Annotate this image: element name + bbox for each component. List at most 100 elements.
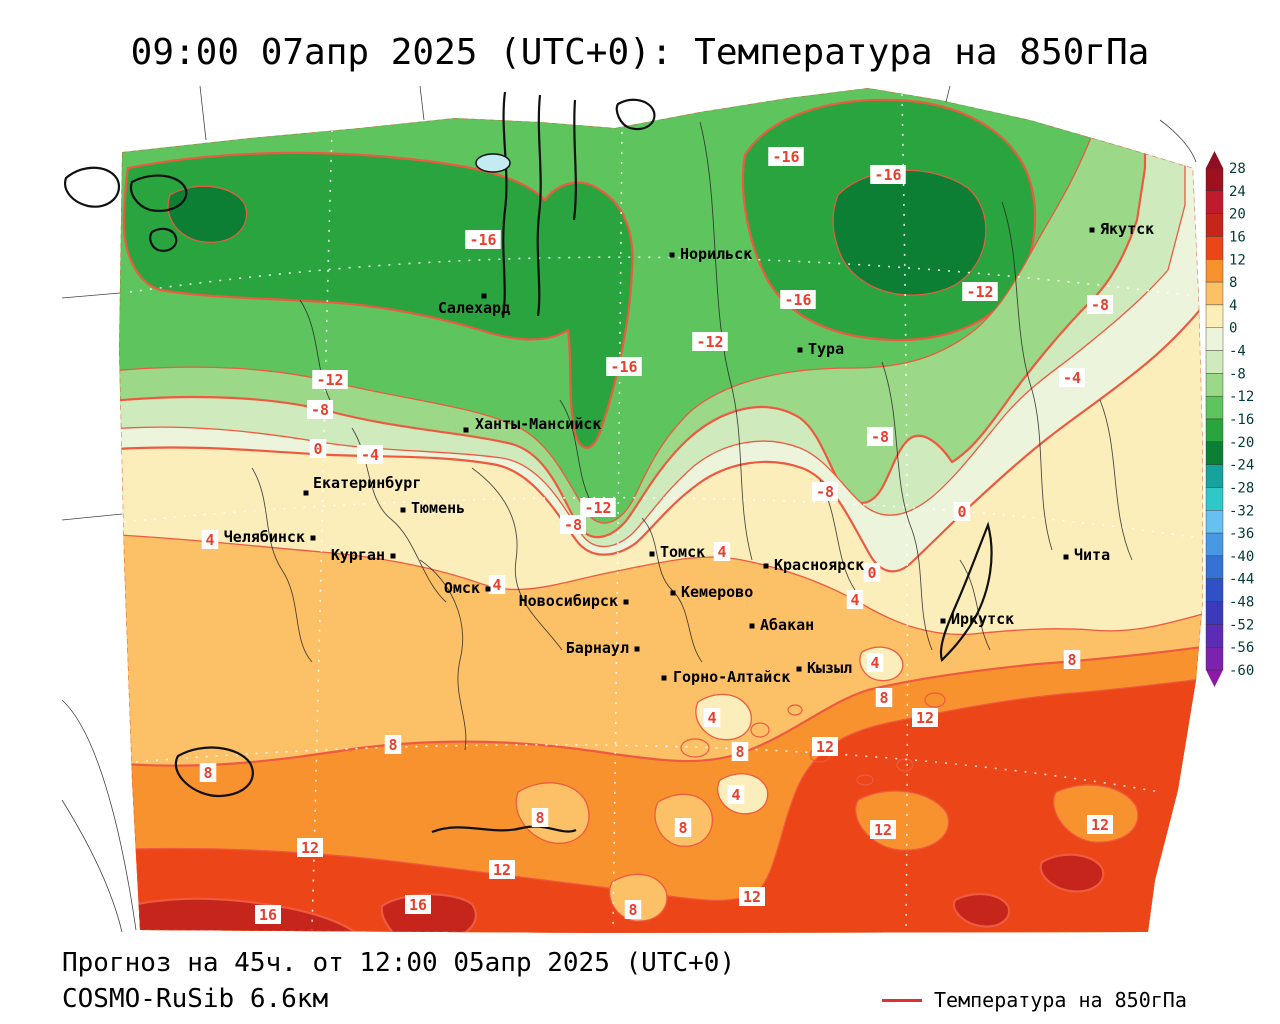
city-marker — [310, 535, 316, 541]
city-label: Чита — [1074, 546, 1110, 564]
contour-value-label: 8 — [678, 819, 687, 837]
contour-value-label: 4 — [707, 709, 716, 727]
city-label: Абакан — [760, 616, 814, 634]
scale-band — [1205, 441, 1224, 465]
scale-tick-label: -24 — [1229, 458, 1254, 474]
city-marker — [661, 675, 667, 681]
contour-value-label: -12 — [696, 333, 723, 351]
scale-tick-label: -44 — [1229, 572, 1254, 588]
legend-label: Температура на 850гПа — [934, 988, 1187, 1012]
scale-arrow-down — [1206, 670, 1223, 687]
contour-value-label: -16 — [784, 291, 811, 309]
color-scale: 28 24 20 16 12 8 4 0 -4 -8 -12 -16 -20 -24 -28 -32 -36 -4… — [1205, 151, 1254, 687]
scale-band — [1205, 373, 1224, 397]
contour-value-label: 12 — [916, 709, 934, 727]
contour-value-label: 8 — [535, 809, 544, 827]
city-marker — [1063, 554, 1069, 560]
city-marker — [400, 507, 406, 513]
scale-band — [1205, 646, 1224, 671]
contour-value-label: 12 — [493, 861, 511, 879]
contour-value-label: 4 — [205, 531, 214, 549]
city-label: Красноярск — [774, 556, 864, 574]
city-label: Тюмень — [411, 499, 465, 517]
city-label: Новосибирск — [519, 592, 618, 610]
contour-label-bg — [780, 290, 816, 309]
city-label: Кемерово — [681, 583, 753, 601]
city-marker — [634, 646, 640, 652]
city-marker — [390, 553, 396, 559]
contour-value-label: 4 — [850, 591, 859, 609]
scale-tick-label: 28 — [1229, 161, 1246, 177]
contour-label-bg — [489, 860, 515, 879]
city-marker — [797, 347, 803, 353]
scale-band — [1205, 487, 1224, 511]
scale-band — [1205, 213, 1224, 237]
scale-tick-label: -20 — [1229, 435, 1254, 451]
graticule-dotted — [123, 93, 1201, 931]
city-marker — [763, 563, 769, 569]
contour-label-bg — [606, 357, 642, 376]
scale-tick-label: 4 — [1229, 298, 1237, 314]
city-label: Норильск — [680, 245, 752, 263]
scale-tick-label: -8 — [1229, 366, 1246, 382]
city-label: Томск — [660, 543, 705, 561]
city-label: Горно-Алтайск — [673, 668, 790, 686]
scale-band — [1205, 418, 1224, 443]
city-label: Кызыл — [807, 659, 852, 677]
contour-value-label: -12 — [316, 371, 343, 389]
contour-label-bg — [1087, 295, 1113, 314]
contour-label-bg — [1063, 650, 1081, 669]
contour-value-label: 8 — [879, 689, 888, 707]
city-marker — [485, 586, 491, 592]
contour-label-bg — [867, 427, 893, 446]
contour-value-label: -8 — [564, 516, 582, 534]
scale-band — [1205, 190, 1224, 214]
contour-label-bg — [309, 439, 327, 458]
city-marker — [1089, 227, 1095, 233]
scale-band — [1205, 167, 1224, 192]
contour-value-label: 8 — [388, 736, 397, 754]
city-marker — [463, 427, 469, 433]
contour-label-bg — [199, 763, 217, 782]
contour-value-label: 0 — [867, 564, 876, 582]
contour-label-bg — [866, 653, 884, 672]
scale-arrow-up — [1206, 151, 1223, 168]
contour-value-label: -8 — [311, 401, 329, 419]
scale-tick-label: -40 — [1229, 549, 1254, 565]
city-marker — [670, 590, 676, 596]
city-label: Тура — [808, 340, 844, 358]
scale-tick-label: 20 — [1229, 207, 1246, 223]
forecast-info: Прогноз на 45ч. от 12:00 05апр 2025 (UTC… — [62, 948, 736, 978]
city-label: Салехард — [438, 299, 510, 317]
temperature-field — [119, 88, 1203, 933]
contour-value-label: -4 — [1063, 369, 1081, 387]
contour-label-bg — [201, 530, 219, 549]
contour-label-bg — [624, 900, 642, 919]
contour-value-label: -16 — [610, 358, 637, 376]
contour-label-bg — [560, 515, 586, 534]
admin-boundaries — [251, 121, 1133, 751]
contour-label-bg — [739, 887, 765, 906]
city-marker — [940, 618, 946, 624]
scale-tick-label: -36 — [1229, 526, 1254, 542]
legend-line-sample — [882, 998, 922, 1002]
contour-value-label: 0 — [313, 440, 322, 458]
scale-tick-label: -28 — [1229, 480, 1254, 496]
scale-band — [1205, 395, 1224, 420]
city-label: Якутск — [1100, 220, 1154, 238]
city-marker — [749, 623, 755, 629]
contour-value-label: -8 — [816, 483, 834, 501]
contour-label-bg — [312, 370, 348, 389]
scale-band — [1205, 304, 1224, 328]
contour-value-label: -12 — [584, 499, 611, 517]
contour-value-label: -12 — [966, 283, 993, 301]
contour-label-bg — [912, 708, 938, 727]
city-marker — [481, 293, 487, 299]
contour-value-label: 8 — [203, 764, 212, 782]
contour-label-bg — [870, 165, 906, 184]
scale-band — [1205, 624, 1224, 648]
contour-label-bg — [812, 737, 838, 756]
contour-label-bg — [962, 282, 998, 301]
minor-contour-rings — [680, 692, 946, 786]
scale-tick-label: -52 — [1229, 617, 1254, 633]
